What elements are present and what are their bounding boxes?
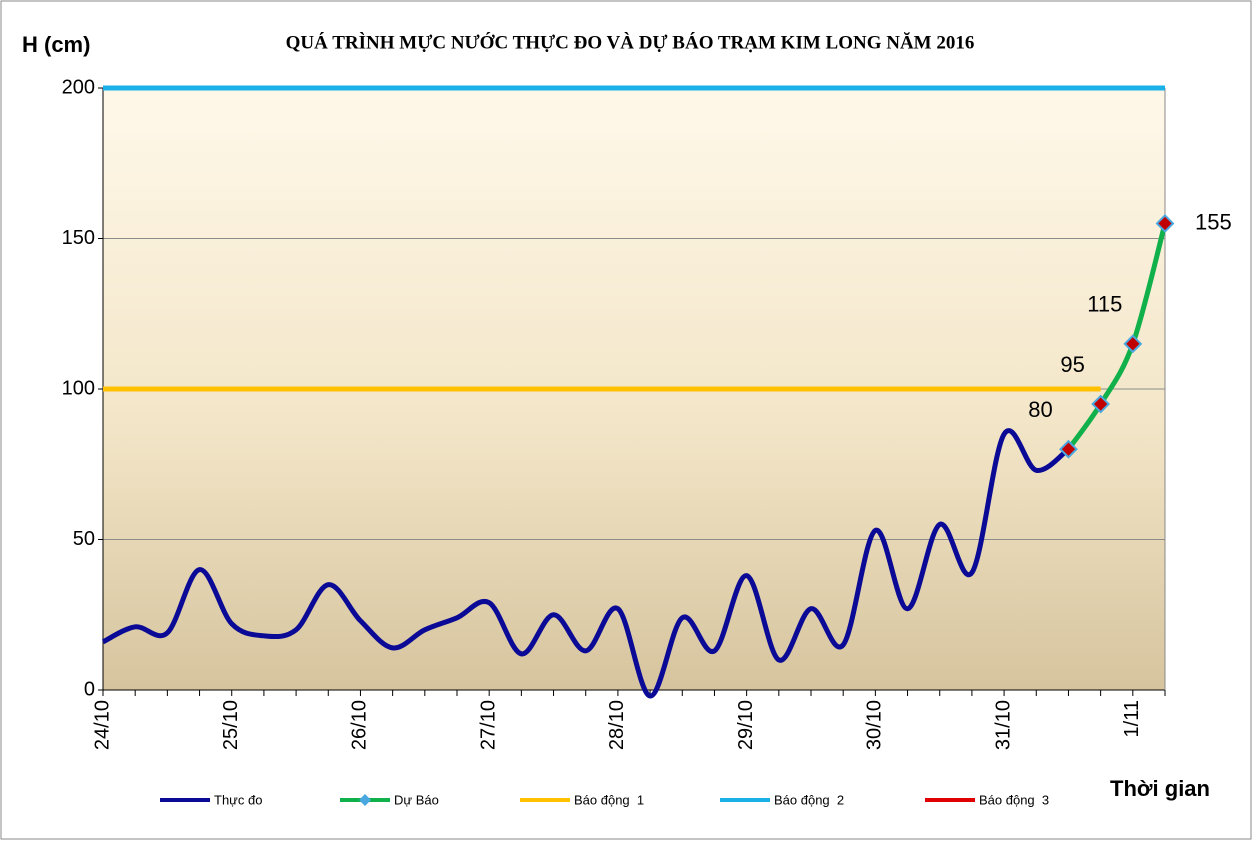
data-label: 155 bbox=[1195, 209, 1232, 234]
data-point bbox=[1059, 439, 1078, 459]
y-tick-label: 100 bbox=[62, 377, 95, 399]
legend-item: Báo động 3 bbox=[925, 792, 1049, 807]
legend-item: Báo động 2 bbox=[720, 792, 844, 807]
data-label: 115 bbox=[1087, 292, 1122, 317]
y-tick-label: 150 bbox=[62, 227, 95, 249]
legend-item: Thực đo bbox=[160, 792, 262, 807]
legend-label: Thực đo bbox=[214, 792, 262, 807]
y-axis-label: H (cm) bbox=[22, 32, 90, 57]
y-tick-label: 50 bbox=[73, 528, 95, 550]
legend-label: Báo động 1 bbox=[574, 792, 644, 807]
data-point bbox=[1123, 334, 1143, 354]
x-tick-label: 29/10 bbox=[735, 700, 757, 750]
legend-item: Báo động 1 bbox=[520, 792, 644, 807]
x-tick-label: 31/10 bbox=[992, 700, 1014, 750]
x-tick-label: 27/10 bbox=[477, 700, 499, 750]
data-point bbox=[1155, 214, 1175, 233]
series-line bbox=[101, 428, 1071, 699]
data-label: 95 bbox=[1060, 352, 1084, 377]
y-tick-label: 0 bbox=[84, 678, 95, 700]
series-line bbox=[1066, 222, 1168, 451]
legend-label: Báo động 2 bbox=[774, 792, 844, 807]
data-point bbox=[1091, 394, 1111, 414]
y-tick-label: 200 bbox=[62, 76, 95, 98]
legend-label: Dự Báo bbox=[394, 792, 439, 807]
x-tick-label: 28/10 bbox=[606, 700, 628, 750]
data-label: 80 bbox=[1028, 397, 1052, 422]
x-tick-label: 26/10 bbox=[349, 700, 371, 750]
x-tick-label: 24/10 bbox=[91, 700, 113, 750]
x-tick-label: 1/11 bbox=[1121, 700, 1143, 737]
x-tick-label: 30/10 bbox=[864, 700, 886, 750]
legend-marker bbox=[359, 794, 371, 806]
legend-item: Dự Báo bbox=[340, 792, 439, 807]
x-axis-label: Thời gian bbox=[1110, 776, 1210, 801]
chart-title: QUÁ TRÌNH MỰC NƯỚC THỰC ĐO VÀ DỰ BÁO TRẠ… bbox=[286, 31, 975, 53]
x-tick-label: 25/10 bbox=[220, 700, 242, 750]
legend-label: Báo động 3 bbox=[979, 792, 1049, 807]
